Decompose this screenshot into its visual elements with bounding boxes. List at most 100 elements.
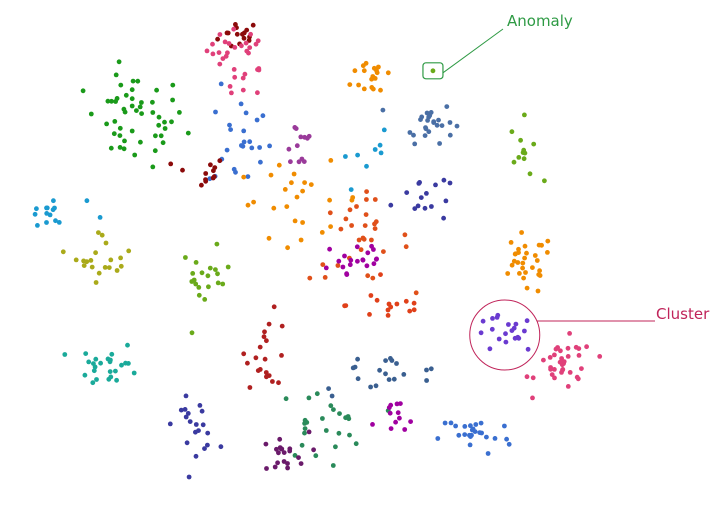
data-point-cluster-12 [433, 182, 438, 188]
data-point-cluster-22 [567, 331, 572, 336]
data-point-cluster-4 [80, 88, 86, 94]
data-point-cluster-26 [182, 407, 188, 412]
data-point-cluster-2 [217, 32, 223, 37]
data-point-cluster-20 [517, 271, 522, 276]
data-point-cluster-12 [388, 202, 394, 208]
data-point-cluster-17 [320, 262, 326, 267]
data-point-cluster-19 [385, 307, 391, 313]
data-point-cluster-22 [558, 348, 563, 354]
data-point-cluster-15 [189, 279, 195, 284]
data-point-cluster-30 [477, 430, 483, 435]
data-point-cluster-12 [422, 205, 428, 211]
data-point-cluster-14 [114, 268, 120, 273]
data-point-cluster-15 [196, 292, 202, 298]
data-point-cluster-15 [206, 284, 211, 290]
data-point-cluster-27 [302, 421, 307, 426]
data-point-cluster-24 [266, 373, 272, 378]
data-point-cluster-4 [132, 152, 138, 158]
data-point-cluster-4 [169, 119, 174, 125]
data-point-cluster-9 [434, 122, 440, 128]
data-point-cluster-10 [348, 187, 354, 193]
data-point-cluster-4 [134, 108, 139, 113]
data-point-cluster-14 [118, 263, 124, 269]
data-point-cluster-2 [247, 45, 253, 50]
data-point-cluster-22 [541, 357, 546, 363]
data-point-cluster-29 [402, 427, 408, 432]
data-point-cluster-28 [285, 461, 290, 466]
data-point-cluster-28 [272, 464, 278, 470]
data-point-cluster-27 [330, 463, 336, 468]
data-point-cluster-26 [183, 393, 189, 399]
data-point-cluster-21 [503, 339, 509, 345]
data-point-cluster-22 [561, 359, 567, 364]
data-point-cluster-17 [413, 290, 419, 296]
data-point-cluster-18 [327, 246, 332, 252]
data-point-cluster-11 [522, 112, 527, 118]
data-point-cluster-2 [232, 74, 238, 80]
data-point-cluster-24 [241, 351, 247, 357]
data-point-cluster-20 [545, 238, 551, 244]
data-point-cluster-7 [294, 143, 300, 149]
data-point-cluster-11 [509, 129, 515, 135]
data-point-cluster-4 [170, 97, 176, 103]
data-point-cluster-16 [276, 162, 282, 168]
data-point-cluster-5 [247, 139, 253, 145]
data-point-cluster-30 [478, 420, 484, 426]
data-point-cluster-23 [125, 361, 131, 366]
data-point-cluster-9 [422, 133, 428, 139]
data-point-cluster-20 [534, 258, 540, 263]
data-point-cluster-2 [222, 39, 228, 45]
data-point-cluster-25 [326, 386, 331, 391]
data-point-cluster-26 [193, 422, 199, 427]
data-point-cluster-4 [162, 119, 167, 125]
data-point-cluster-29 [388, 426, 394, 431]
data-point-cluster-7 [293, 126, 299, 131]
data-point-cluster-22 [565, 345, 571, 351]
data-point-cluster-3 [229, 90, 234, 96]
data-point-cluster-27 [314, 391, 320, 397]
data-point-cluster-5 [257, 145, 262, 150]
data-point-cluster-18 [336, 258, 342, 264]
data-point-cluster-27 [353, 441, 359, 447]
data-point-cluster-28 [274, 446, 279, 452]
data-point-cluster-26 [183, 414, 189, 420]
data-point-cluster-25 [388, 356, 393, 361]
data-point-cluster-11 [516, 155, 522, 160]
data-point-cluster-22 [575, 376, 581, 382]
data-point-cluster-4 [117, 125, 123, 131]
data-point-cluster-18 [365, 250, 371, 256]
data-point-cluster-4 [139, 111, 145, 116]
data-point-cluster-19 [411, 300, 417, 306]
data-point-cluster-4 [118, 82, 124, 88]
data-point-cluster-11 [518, 137, 523, 143]
data-point-cluster-5 [238, 101, 244, 107]
data-point-cluster-14 [73, 257, 79, 263]
data-point-cluster-22 [530, 395, 535, 401]
data-point-cluster-24 [245, 360, 250, 366]
data-point-cluster-16 [245, 202, 251, 208]
data-point-cluster-4 [129, 96, 135, 102]
data-point-cluster-16 [298, 237, 304, 243]
data-point-cluster-18 [360, 257, 366, 263]
data-point-cluster-15 [215, 280, 221, 286]
data-point-cluster-26 [196, 428, 201, 433]
data-point-cluster-28 [279, 446, 284, 452]
data-point-cluster-4 [105, 98, 111, 104]
anomaly-label: Anomaly [507, 12, 573, 30]
data-point-cluster-19 [368, 293, 374, 298]
data-point-cluster-24 [271, 304, 277, 310]
data-point-cluster-2 [243, 40, 249, 46]
data-point-cluster-13 [53, 218, 58, 224]
data-point-cluster-26 [193, 453, 199, 459]
data-point-cluster-23 [108, 374, 114, 380]
data-point-cluster-9 [437, 141, 442, 146]
data-point-cluster-4 [121, 106, 127, 112]
data-point-cluster-8 [378, 87, 383, 93]
cluster-highlight-circle [469, 299, 541, 371]
data-point-cluster-29 [386, 405, 392, 410]
data-point-cluster-19 [403, 298, 409, 304]
data-point-cluster-6 [217, 158, 223, 164]
data-point-cluster-27 [328, 403, 334, 409]
data-point-cluster-27 [306, 395, 312, 401]
data-point-cluster-16 [292, 218, 298, 224]
